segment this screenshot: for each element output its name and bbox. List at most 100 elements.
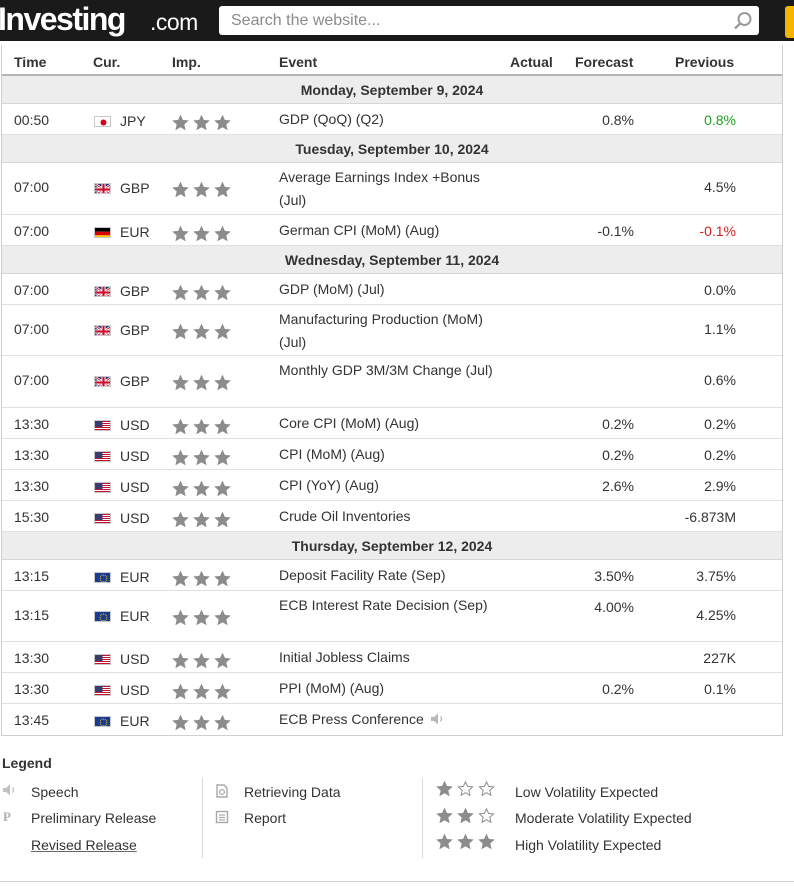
- legend-retrieving-data: Retrieving Data: [244, 784, 341, 800]
- header-time[interactable]: Time: [14, 54, 47, 70]
- legend-speech: Speech: [31, 784, 79, 800]
- event-name[interactable]: Core CPI (MoM) (Aug): [279, 412, 494, 435]
- event-time: 13:45: [14, 712, 50, 728]
- flag-gb-icon: [94, 183, 111, 194]
- event-name[interactable]: CPI (MoM) (Aug): [279, 443, 494, 466]
- table-row[interactable]: 13:15 EUR Deposit Facility Rate (Sep) 3.50%…: [2, 560, 782, 591]
- star-icon: [436, 808, 453, 823]
- event-name-text[interactable]: Initial Jobless Claims: [279, 649, 410, 665]
- table-header: Time Cur. Imp. Event Actual Forecast Pre…: [2, 45, 782, 76]
- event-name-text[interactable]: Manufacturing Production (MoM) (Jul): [279, 311, 483, 350]
- flag-us-icon: [94, 482, 111, 493]
- event-name[interactable]: Monthly GDP 3M/3M Change (Jul): [279, 359, 494, 382]
- star-icon: [193, 226, 210, 241]
- event-name[interactable]: German CPI (MoM) (Aug): [279, 219, 494, 242]
- event-name-text[interactable]: Average Earnings Index +Bonus (Jul): [279, 169, 480, 208]
- logo-text: Investing: [0, 1, 126, 37]
- flag-us-icon: [94, 685, 111, 696]
- legend-title: Legend: [2, 755, 52, 771]
- star-icon: [214, 571, 231, 586]
- low-volatility-stars: [436, 781, 499, 799]
- table-row[interactable]: 13:30 USD CPI (MoM) (Aug) 0.2% 0.2%: [2, 439, 782, 470]
- star-icon: [193, 684, 210, 699]
- event-previous: 3.75%: [696, 568, 736, 584]
- table-row[interactable]: 13:30 USD Core CPI (MoM) (Aug) 0.2% 0.2%: [2, 408, 782, 439]
- star-icon: [193, 715, 210, 730]
- event-name-text[interactable]: PPI (MoM) (Aug): [279, 680, 385, 696]
- event-name-text[interactable]: Core CPI (MoM) (Aug): [279, 415, 420, 431]
- event-name-text[interactable]: GDP (QoQ) (Q2): [279, 111, 384, 127]
- table-row[interactable]: 07:00 GBP GDP (MoM) (Jul) 0.0%: [2, 274, 782, 305]
- event-name[interactable]: Initial Jobless Claims: [279, 646, 494, 669]
- event-name[interactable]: CPI (YoY) (Aug): [279, 474, 494, 497]
- header-importance[interactable]: Imp.: [172, 54, 201, 70]
- star-icon: [172, 450, 189, 465]
- header-previous[interactable]: Previous: [675, 54, 735, 70]
- table-row[interactable]: 13:15 EUR ECB Interest Rate Decision (Sep)…: [2, 591, 782, 642]
- star-icon: [193, 512, 210, 527]
- event-name[interactable]: PPI (MoM) (Aug): [279, 677, 494, 700]
- sign-in-button[interactable]: [785, 6, 794, 38]
- flag-gb-icon: [94, 376, 111, 387]
- header-forecast[interactable]: Forecast: [575, 54, 634, 70]
- search-input[interactable]: [219, 6, 719, 35]
- star-icon: [214, 653, 231, 668]
- table-row[interactable]: 13:30 USD PPI (MoM) (Aug) 0.2% 0.1%: [2, 673, 782, 704]
- star-icon: [214, 182, 231, 197]
- table-row[interactable]: 07:00 GBP Average Earnings Index +Bonus (J…: [2, 163, 782, 215]
- importance-stars: [172, 324, 232, 339]
- header-currency[interactable]: Cur.: [93, 54, 121, 70]
- legend-low-volatility: Low Volatility Expected: [515, 784, 659, 800]
- event-name[interactable]: ECB Interest Rate Decision (Sep): [279, 594, 494, 617]
- legend-moderate-volatility: Moderate Volatility Expected: [515, 810, 692, 826]
- header-actual[interactable]: Actual: [510, 54, 553, 70]
- star-icon: [214, 481, 231, 496]
- legend-high-volatility: High Volatility Expected: [515, 837, 662, 853]
- event-previous: 0.0%: [704, 282, 736, 298]
- event-name-text[interactable]: German CPI (MoM) (Aug): [279, 222, 440, 238]
- event-name-text[interactable]: Crude Oil Inventories: [279, 508, 411, 524]
- high-volatility-stars: [436, 834, 499, 852]
- event-name-text[interactable]: CPI (MoM) (Aug): [279, 446, 385, 462]
- star-icon: [193, 450, 210, 465]
- star-icon: [193, 571, 210, 586]
- star-icon: [193, 481, 210, 496]
- event-name-text[interactable]: Monthly GDP 3M/3M Change (Jul): [279, 362, 493, 378]
- table-row[interactable]: 00:50 JPY GDP (QoQ) (Q2) 0.8% 0.8%: [2, 104, 782, 135]
- table-row[interactable]: 13:45 EUR ECB Press Conference: [2, 704, 782, 735]
- header-event[interactable]: Event: [279, 54, 318, 70]
- table-row[interactable]: 07:00 GBP Monthly GDP 3M/3M Change (Jul) 0.…: [2, 356, 782, 408]
- event-name-text[interactable]: ECB Press Conference: [279, 711, 424, 727]
- event-time: 13:30: [14, 478, 50, 494]
- event-name-text[interactable]: GDP (MoM) (Jul): [279, 281, 385, 297]
- event-currency: GBP: [120, 322, 150, 338]
- event-name[interactable]: GDP (QoQ) (Q2): [279, 108, 494, 131]
- flag-us-icon: [94, 451, 111, 462]
- event-name-text[interactable]: CPI (YoY) (Aug): [279, 477, 379, 493]
- event-forecast: 0.8%: [602, 112, 634, 128]
- event-forecast: -0.1%: [597, 223, 634, 239]
- retrieving-data-icon: [216, 784, 228, 798]
- event-name[interactable]: GDP (MoM) (Jul): [279, 278, 494, 301]
- event-forecast: 2.6%: [602, 478, 634, 494]
- search-icon[interactable]: [733, 11, 753, 31]
- flag-gb-icon: [94, 286, 111, 297]
- event-name[interactable]: ECB Press Conference: [279, 708, 494, 731]
- table-row[interactable]: 13:30 USD Initial Jobless Claims 227K: [2, 642, 782, 673]
- table-row[interactable]: 15:30 USD Crude Oil Inventories -6.873M: [2, 501, 782, 532]
- event-previous: -6.873M: [684, 509, 736, 525]
- event-name-text[interactable]: ECB Interest Rate Decision (Sep): [279, 597, 488, 613]
- event-previous: 0.1%: [704, 681, 736, 697]
- event-name[interactable]: Deposit Facility Rate (Sep): [279, 564, 494, 587]
- event-name[interactable]: Average Earnings Index +Bonus (Jul): [279, 166, 494, 212]
- event-name[interactable]: Crude Oil Inventories: [279, 505, 494, 528]
- flag-de-icon: [94, 227, 111, 238]
- importance-stars: [172, 419, 232, 434]
- event-name-text[interactable]: Deposit Facility Rate (Sep): [279, 567, 446, 583]
- table-row[interactable]: 07:00 EUR German CPI (MoM) (Aug) -0.1% -0.1%: [2, 215, 782, 246]
- table-row[interactable]: 13:30 USD CPI (YoY) (Aug) 2.6% 2.9%: [2, 470, 782, 501]
- event-name[interactable]: Manufacturing Production (MoM) (Jul): [279, 308, 494, 354]
- svg-text:P: P: [3, 810, 11, 823]
- event-currency: GBP: [120, 283, 150, 299]
- table-row[interactable]: 07:00 GBP Manufacturing Production (MoM) (…: [2, 305, 782, 356]
